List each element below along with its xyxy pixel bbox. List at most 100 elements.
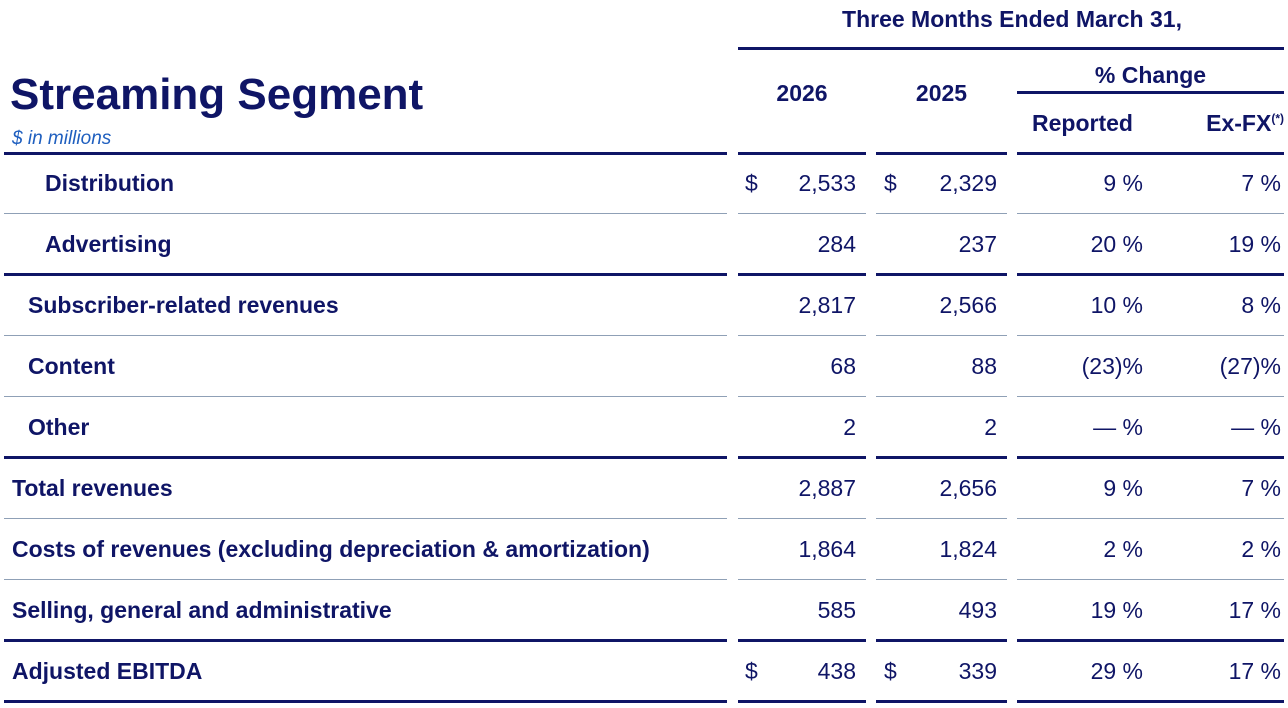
thin-rule — [4, 213, 727, 214]
value-2026: 2,887 — [798, 475, 856, 501]
thick-rule — [738, 700, 866, 703]
thin-rule — [4, 518, 727, 519]
thick-rule — [876, 152, 1007, 155]
thick-rule — [4, 152, 727, 155]
pct-change-rule — [1017, 91, 1284, 94]
currency-symbol: $ — [745, 170, 758, 196]
pct-reported: 10 % — [1090, 292, 1143, 318]
thick-rule — [738, 639, 866, 642]
thin-rule — [876, 335, 1007, 336]
thin-rule — [4, 396, 727, 397]
pct-reported: 20 % — [1090, 231, 1143, 257]
thick-rule — [4, 273, 727, 276]
row-label: Content — [28, 353, 115, 379]
thin-rule — [876, 213, 1007, 214]
row-label: Advertising — [45, 231, 172, 257]
thin-rule — [1017, 579, 1284, 580]
thick-rule — [1017, 152, 1284, 155]
pct-exfx: 8 % — [1241, 292, 1281, 318]
thick-rule — [876, 273, 1007, 276]
thin-rule — [1017, 335, 1284, 336]
pct-exfx: 17 % — [1228, 597, 1281, 623]
header-rule — [738, 47, 1284, 50]
exfx-footnote-mark: (*) — [1271, 111, 1284, 126]
thick-rule — [1017, 700, 1284, 703]
currency-symbol: $ — [884, 658, 897, 684]
table-row: Selling, general and administrative 585 49… — [0, 580, 1288, 641]
table-row: Costs of revenues (excluding depreciatio… — [0, 519, 1288, 580]
value-2026: 585 — [817, 597, 856, 623]
pct-reported: 2 % — [1103, 536, 1143, 562]
thin-rule — [1017, 396, 1284, 397]
pct-exfx: 7 % — [1241, 475, 1281, 501]
thin-rule — [738, 213, 866, 214]
row-label: Adjusted EBITDA — [12, 658, 203, 684]
thick-rule — [876, 700, 1007, 703]
pct-reported: 9 % — [1103, 475, 1143, 501]
thin-rule — [876, 518, 1007, 519]
value-2026: 2,817 — [798, 292, 856, 318]
pct-exfx: 19 % — [1228, 231, 1281, 257]
thin-rule — [738, 396, 866, 397]
thin-rule — [876, 579, 1007, 580]
value-2025: 2,566 — [939, 292, 997, 318]
thick-rule — [738, 456, 866, 459]
row-label: Selling, general and administrative — [12, 597, 392, 623]
thick-rule — [1017, 273, 1284, 276]
value-2025: 2,329 — [939, 170, 997, 196]
pct-reported: 29 % — [1090, 658, 1143, 684]
thick-rule — [4, 456, 727, 459]
value-2026: 1,864 — [798, 536, 856, 562]
thin-rule — [4, 579, 727, 580]
thick-rule — [4, 639, 727, 642]
year-prior-header: 2025 — [915, 80, 968, 106]
row-label: Distribution — [45, 170, 175, 196]
table-row: Distribution $2,533 $2,329 9 % 7 % — [0, 153, 1288, 214]
value-2025: 2,656 — [939, 475, 997, 501]
table-row: Adjusted EBITDA $438 $339 29 % 17 % — [0, 641, 1288, 702]
pct-reported: — % — [1093, 414, 1143, 440]
period-header: Three Months Ended March 31, — [842, 6, 1182, 32]
value-2025: 88 — [971, 353, 997, 379]
thin-rule — [1017, 213, 1284, 214]
exfx-label: Ex-FX — [1206, 110, 1272, 136]
value-2026: 68 — [830, 353, 856, 379]
currency-symbol: $ — [745, 658, 758, 684]
thin-rule — [4, 335, 727, 336]
units-subtitle: $ in millions — [12, 128, 112, 149]
pct-exfx: — % — [1231, 414, 1281, 440]
thin-rule — [738, 518, 866, 519]
pct-change-header: % Change — [1094, 62, 1207, 88]
thin-rule — [1017, 518, 1284, 519]
pct-reported: 9 % — [1103, 170, 1143, 196]
exfx-header: Ex-FX(*) — [1148, 110, 1284, 137]
pct-reported: 19 % — [1090, 597, 1143, 623]
value-2025: 493 — [958, 597, 997, 623]
thin-rule — [738, 335, 866, 336]
pct-reported: (23)% — [1081, 353, 1143, 379]
thick-rule — [738, 273, 866, 276]
reported-header: Reported — [1032, 110, 1133, 136]
table-row: Other 2 2 — % — % — [0, 397, 1288, 458]
row-label: Subscriber-related revenues — [28, 292, 339, 318]
table-row: Advertising 284 237 20 % 19 % — [0, 214, 1288, 275]
table-row: Content 68 88 (23)% (27)% — [0, 336, 1288, 397]
pct-exfx: 7 % — [1241, 170, 1281, 196]
pct-exfx: 2 % — [1241, 536, 1281, 562]
value-2025: 1,824 — [939, 536, 997, 562]
row-label: Costs of revenues (excluding depreciatio… — [12, 536, 650, 562]
value-2025: 339 — [958, 658, 997, 684]
row-label: Other — [28, 414, 90, 440]
year-current-header: 2026 — [776, 80, 828, 106]
value-2026: 438 — [817, 658, 856, 684]
value-2026: 284 — [817, 231, 856, 257]
value-2025: 237 — [958, 231, 997, 257]
pct-exfx: 17 % — [1228, 658, 1281, 684]
thick-rule — [1017, 639, 1284, 642]
thick-rule — [4, 700, 727, 703]
thin-rule — [738, 579, 866, 580]
thick-rule — [1017, 456, 1284, 459]
thin-rule — [876, 396, 1007, 397]
currency-symbol: $ — [884, 170, 897, 196]
table-row: Total revenues 2,887 2,656 9 % 7 % — [0, 458, 1288, 519]
